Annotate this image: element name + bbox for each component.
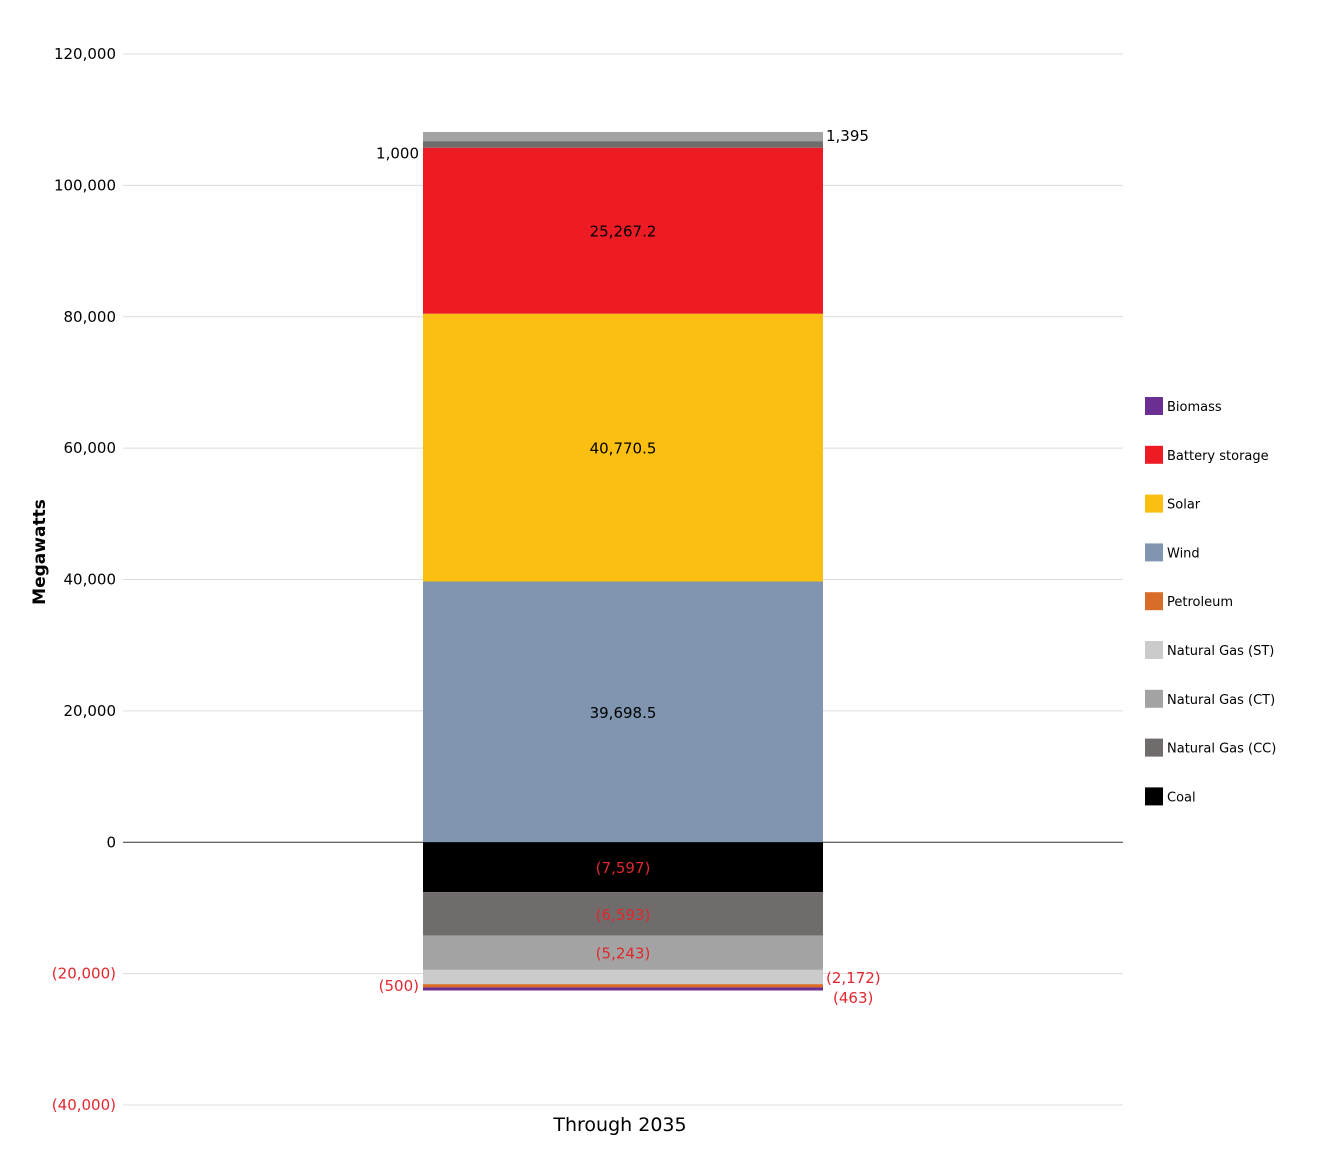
bar-segment-natural-gas-ct- bbox=[423, 131, 823, 142]
data-label: (500) bbox=[379, 977, 419, 995]
bar-segment-coal bbox=[423, 842, 823, 893]
y-tick-label: (20,000) bbox=[52, 965, 116, 983]
legend-swatch bbox=[1145, 592, 1163, 611]
legend-swatch bbox=[1145, 445, 1163, 464]
y-tick-label: 0 bbox=[106, 833, 116, 851]
bar-segment-wind bbox=[423, 581, 823, 843]
legend-swatch bbox=[1145, 738, 1163, 757]
y-axis-title: Megawatts bbox=[30, 499, 50, 605]
data-label: (6,593) bbox=[596, 906, 651, 924]
data-label: 40,770.5 bbox=[590, 440, 657, 458]
y-tick-label: 20,000 bbox=[64, 702, 117, 720]
y-tick-label: 100,000 bbox=[54, 176, 116, 194]
legend-swatch bbox=[1145, 787, 1163, 806]
legend-swatch bbox=[1145, 397, 1163, 415]
legend-swatch bbox=[1145, 641, 1163, 659]
legend-label: Petroleum bbox=[1167, 595, 1233, 610]
bar-segment-natural-gas-st- bbox=[423, 969, 823, 985]
legend-label: Coal bbox=[1167, 790, 1196, 805]
data-label: (463) bbox=[833, 989, 873, 1007]
legend-label: Natural Gas (CC) bbox=[1167, 742, 1276, 757]
y-tick-label: 80,000 bbox=[64, 308, 117, 326]
bar-segment-natural-gas-cc- bbox=[423, 141, 823, 148]
legend-label: Biomass bbox=[1167, 400, 1222, 415]
legend-label: Solar bbox=[1167, 498, 1201, 513]
y-tick-label: 120,000 bbox=[54, 45, 116, 63]
legend-label: Battery storage bbox=[1167, 449, 1269, 464]
y-tick-label: 40,000 bbox=[64, 571, 117, 589]
bar-segment-natural-gas-ct- bbox=[423, 935, 823, 970]
bar-segment-natural-gas-cc- bbox=[423, 892, 823, 936]
legend-label: Wind bbox=[1167, 546, 1200, 561]
data-label: (2,172) bbox=[826, 969, 881, 987]
data-label: 1,000 bbox=[376, 144, 419, 162]
legend-label: Natural Gas (CT) bbox=[1167, 693, 1275, 708]
data-label: 1,395 bbox=[826, 127, 869, 145]
data-label: (5,243) bbox=[596, 945, 651, 963]
data-label: 39,698.5 bbox=[590, 704, 657, 722]
bar-segment-solar bbox=[423, 313, 823, 582]
bar-segment-battery-storage bbox=[423, 147, 823, 314]
legend-swatch bbox=[1145, 689, 1163, 708]
legend-label: Natural Gas (ST) bbox=[1167, 644, 1274, 659]
data-label: (7,597) bbox=[596, 859, 651, 877]
x-axis-title: Through 2035 bbox=[552, 1114, 686, 1136]
y-tick-label: (40,000) bbox=[52, 1096, 116, 1114]
legend-swatch bbox=[1145, 494, 1163, 513]
bar-segment-petroleum bbox=[423, 984, 823, 988]
y-tick-label: 60,000 bbox=[64, 439, 117, 457]
bar-segment-biomass bbox=[423, 987, 823, 991]
data-label: 25,267.2 bbox=[590, 223, 657, 241]
legend-swatch bbox=[1145, 543, 1163, 562]
